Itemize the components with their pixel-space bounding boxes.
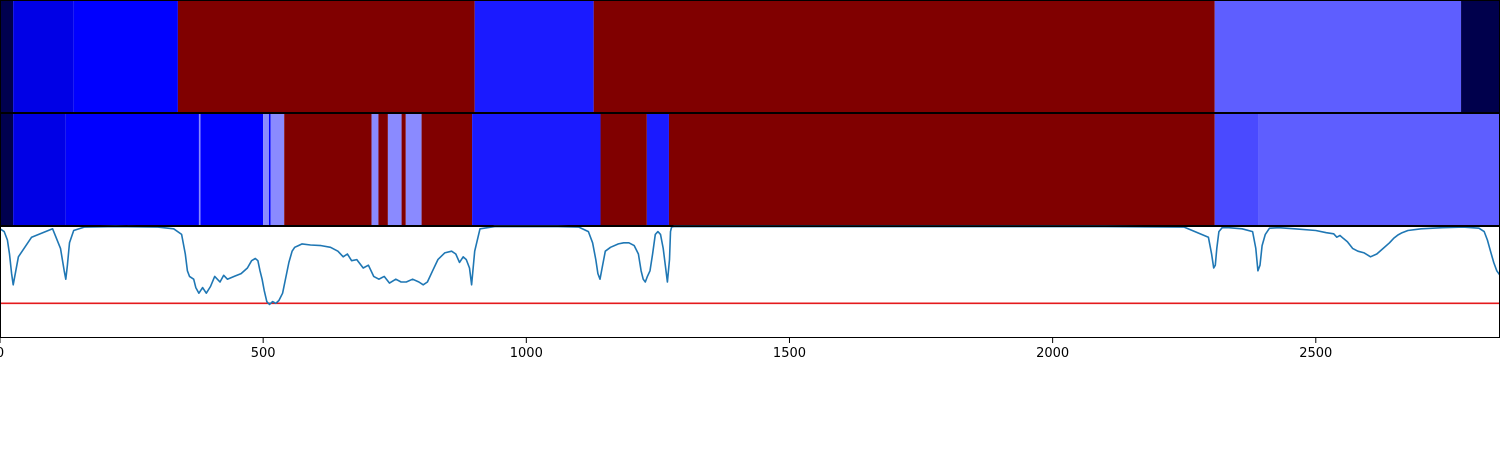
state-band-middle [0,113,1500,226]
state-segment [1258,113,1500,226]
state-segment [371,113,379,226]
state-segment [405,113,422,226]
state-band-top [0,0,1500,113]
state-segment [646,113,669,226]
line-plot-frame [0,226,1500,338]
x-tick-label: 2500 [1299,346,1332,361]
x-tick-label: 1500 [773,346,806,361]
state-segment [593,0,1215,113]
state-segment [472,113,601,226]
x-tick-label: 500 [251,346,276,361]
state-segment [1461,0,1500,113]
state-segment [0,113,14,226]
state-segment [0,0,14,113]
state-segment [270,113,285,226]
x-axis: 0 500 1000 1500 2000 2500 [0,338,1332,361]
state-segment [1214,113,1259,226]
state-segment [474,0,594,113]
state-segment [65,113,199,226]
state-segment [387,113,402,226]
state-segment [284,113,372,226]
state-segment [268,113,271,226]
state-segment [73,0,178,113]
state-segment [1214,0,1462,113]
state-segment [378,113,388,226]
state-segment [600,113,647,226]
state-segment [263,113,269,226]
state-segment [668,113,1215,226]
state-segment [198,113,201,226]
state-segment [401,113,406,226]
state-segment [13,113,66,226]
x-tick-label: 2000 [1036,346,1069,361]
state-segment [421,113,473,226]
state-segment [13,0,74,113]
state-segment [177,0,475,113]
series-line [0,225,1500,306]
x-tick-label: 0 [0,346,4,361]
x-tick-label: 1000 [510,346,543,361]
line-plot-panel [0,225,1500,306]
state-segment [200,113,264,226]
